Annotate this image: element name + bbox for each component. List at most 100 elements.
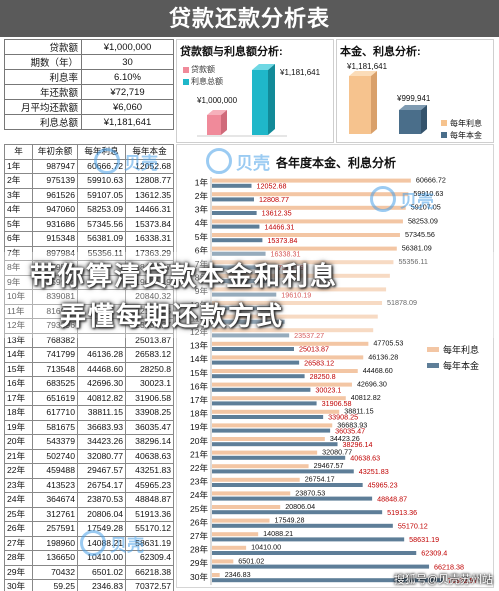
data-label-principal: 58631.19: [409, 535, 439, 544]
bar-principal: [212, 415, 324, 419]
bar-interest: [212, 233, 400, 237]
bar-interest: [212, 273, 390, 278]
table-cell: 32080.77: [76, 448, 127, 464]
column-header: 年初余额: [32, 144, 78, 160]
table-row: 29年 70432 6501.02 66218.38: [4, 564, 175, 580]
summary-value: 6.10%: [81, 69, 174, 85]
watermark: 贝壳: [206, 148, 270, 174]
table-cell: 21年: [4, 448, 33, 464]
data-label-principal: 16338.31: [271, 250, 301, 259]
summary-table: 贷款额 ¥1,000,000 期数（年） 30 利息率 6.10% 年还款额 ¥72,719 月…: [4, 39, 174, 130]
data-label-interest: 17549.28: [275, 516, 305, 525]
data-label-principal: 28250.8: [310, 372, 336, 381]
table-cell: 651619: [32, 390, 78, 406]
table-cell: 25年: [4, 506, 33, 522]
data-label-principal: 14466.31: [264, 222, 294, 231]
table-cell: 257591: [32, 521, 78, 537]
table-cell: 4年: [4, 202, 33, 218]
table-cell: 59.25: [32, 579, 78, 591]
data-label-interest: 20806.04: [285, 502, 315, 511]
bar-principal: [212, 251, 266, 256]
table-cell: 931686: [32, 216, 78, 232]
table-cell: 5年: [4, 216, 33, 232]
data-label-principal: 31906.58: [322, 399, 352, 408]
category-label: 28年: [190, 545, 208, 555]
bar-principal: [212, 523, 393, 528]
table-cell: 29年: [4, 564, 33, 580]
bar-principal: [212, 564, 430, 569]
table-cell: 24年: [4, 492, 33, 508]
data-label-principal: 30023.1: [315, 386, 341, 395]
data-label-principal: 25013.87: [299, 345, 329, 354]
legend-label-principal: 每年本金: [450, 131, 482, 140]
bar-principal: [212, 455, 346, 460]
data-label-interest: 44468.60: [363, 366, 393, 375]
table-row: 23年 413523 26754.17 45965.23: [4, 477, 175, 493]
table-cell: 14466.31: [125, 202, 175, 218]
bar-interest: [212, 287, 387, 292]
bar-interest: [212, 301, 383, 305]
category-label: 11年: [191, 313, 209, 323]
data-label-interest: 10410.00: [251, 543, 281, 552]
data-label-principal: 15373.84: [267, 236, 297, 245]
data-label-interest: 23870.53: [295, 488, 325, 497]
table-cell: 915348: [32, 231, 78, 247]
category-label: 17年: [190, 395, 208, 405]
category-label: 6年: [195, 245, 209, 255]
bar-interest: [212, 505, 281, 509]
table-cell: 31906.58: [125, 390, 175, 406]
summary-row: 期数（年） 30: [4, 54, 174, 70]
data-label-interest: 14088.21: [263, 529, 293, 538]
data-label-principal: 38296.14: [343, 440, 373, 449]
table-row: 18年 617710 38811.15 33908.25: [4, 405, 175, 421]
bar-principal: [212, 551, 417, 555]
bar-principal: [212, 279, 273, 283]
table-row: 5年 931686 57345.56 15373.84: [4, 216, 175, 232]
data-label-principal: 17363.29: [274, 263, 304, 272]
category-label: 24年: [190, 490, 208, 500]
table-row: 16年 683525 42696.30 30023.1: [4, 376, 175, 392]
table-cell: 18年: [4, 405, 33, 421]
data-label-principal: 12808.77: [259, 195, 289, 204]
summary-row: 利息率 6.10%: [4, 69, 174, 85]
legend-swatch-icon: [441, 132, 447, 138]
data-label-interest: 40812.82: [351, 393, 381, 402]
bar-principal: [212, 537, 405, 542]
logo-icon: [206, 148, 232, 174]
data-label-interest: 51878.09: [387, 298, 417, 307]
bar-principal: [212, 360, 300, 365]
bar-interest: [212, 532, 259, 537]
data-label-interest: 47705.53: [373, 339, 403, 348]
category-label: 30年: [190, 572, 208, 582]
table-cell: 58631.19: [125, 535, 175, 551]
category-label: 23年: [190, 477, 208, 487]
legend-swatch-icon: [183, 66, 189, 73]
data-label-principal: 13612.35: [262, 209, 292, 218]
legend-swatch-icon: [427, 347, 439, 352]
summary-value: ¥1,000,000: [81, 39, 174, 55]
table-row: 9年 859922 19610.19: [4, 274, 175, 290]
bar-principal: [212, 387, 311, 392]
table-row: 3年 961526 59107.05 13612.35: [4, 187, 175, 203]
loan-bar: [207, 115, 221, 135]
bar-principal: [212, 265, 269, 270]
table-cell: 6年: [4, 231, 33, 247]
table-cell: 30年: [4, 579, 33, 591]
table-row: 25年 312761 20806.04 51913.36: [4, 506, 175, 522]
table-cell: 459488: [32, 463, 78, 479]
bar-principal: [212, 197, 254, 202]
bar-principal: [212, 510, 383, 515]
table-cell: 51913.36: [125, 506, 175, 522]
legend-label: 贷款额: [191, 65, 215, 74]
watermark: 贝壳: [80, 530, 144, 556]
table-cell: 987947: [32, 158, 78, 174]
page-title: 贷款还款分析表: [0, 0, 499, 37]
table-cell: 2346.83: [76, 579, 127, 591]
data-label-principal: 48848.87: [377, 494, 407, 503]
category-label: 29年: [190, 558, 208, 568]
interest-bar-side: [268, 64, 275, 135]
data-label-principal: 40638.63: [350, 454, 380, 463]
data-label-principal: 43251.83: [359, 467, 389, 476]
bar-principal: [212, 211, 257, 215]
logo-icon: [80, 530, 106, 556]
